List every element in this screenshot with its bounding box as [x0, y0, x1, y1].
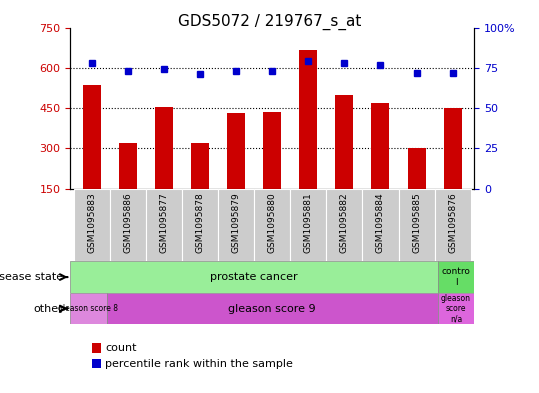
- Text: gleason score 8: gleason score 8: [58, 304, 119, 313]
- Bar: [70, 293, 107, 324]
- Bar: [155, 107, 173, 189]
- Text: disease state: disease state: [0, 272, 64, 282]
- Text: GSM1095876: GSM1095876: [448, 192, 457, 253]
- Bar: [110, 189, 146, 261]
- Bar: [438, 293, 474, 324]
- Bar: [182, 189, 218, 261]
- Text: GSM1095884: GSM1095884: [376, 192, 385, 253]
- Text: GSM1095879: GSM1095879: [232, 192, 240, 253]
- Text: percentile rank within the sample: percentile rank within the sample: [105, 358, 293, 369]
- Bar: [299, 50, 317, 189]
- Bar: [444, 108, 462, 189]
- Bar: [438, 261, 474, 293]
- Bar: [263, 112, 281, 189]
- Bar: [191, 143, 209, 189]
- Text: GSM1095882: GSM1095882: [340, 192, 349, 253]
- Bar: [218, 189, 254, 261]
- Bar: [326, 189, 362, 261]
- Bar: [371, 103, 390, 189]
- Text: GSM1095881: GSM1095881: [304, 192, 313, 253]
- Bar: [290, 189, 326, 261]
- Bar: [434, 189, 471, 261]
- Text: GDS5072 / 219767_s_at: GDS5072 / 219767_s_at: [178, 14, 361, 30]
- Bar: [362, 189, 398, 261]
- Text: contro
l: contro l: [441, 267, 471, 287]
- Bar: [407, 148, 426, 189]
- Bar: [107, 293, 438, 324]
- Text: gleason
score
n/a: gleason score n/a: [441, 294, 471, 323]
- Bar: [227, 114, 245, 189]
- Bar: [82, 85, 101, 189]
- Text: count: count: [105, 343, 136, 353]
- Bar: [119, 143, 137, 189]
- Text: GSM1095878: GSM1095878: [196, 192, 204, 253]
- Text: prostate cancer: prostate cancer: [210, 272, 298, 282]
- Bar: [146, 189, 182, 261]
- Text: GSM1095886: GSM1095886: [123, 192, 132, 253]
- Text: gleason score 9: gleason score 9: [229, 303, 316, 314]
- Bar: [254, 189, 290, 261]
- Bar: [74, 189, 110, 261]
- Text: other: other: [34, 303, 64, 314]
- Bar: [335, 95, 354, 189]
- Text: GSM1095877: GSM1095877: [160, 192, 168, 253]
- Text: GSM1095880: GSM1095880: [268, 192, 277, 253]
- Text: GSM1095885: GSM1095885: [412, 192, 421, 253]
- Text: GSM1095883: GSM1095883: [87, 192, 96, 253]
- Bar: [398, 189, 434, 261]
